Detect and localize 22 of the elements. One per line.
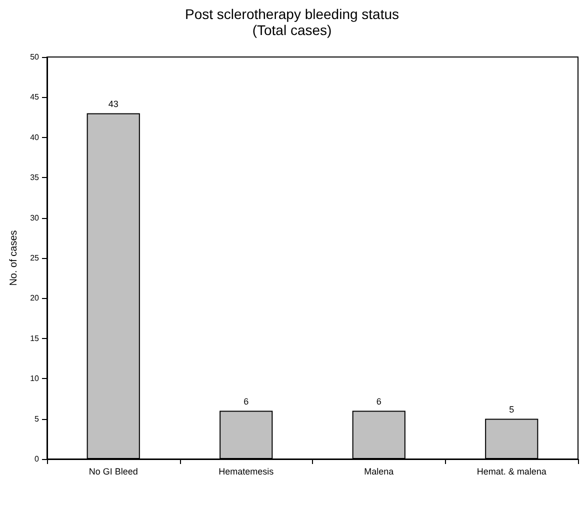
data-label: 6 [244,396,249,406]
y-tick-label: 0 [34,454,40,464]
y-tick-label: 45 [30,92,40,102]
data-label: 43 [108,98,118,109]
y-tick-label: 15 [30,334,40,343]
y-tick-label: 35 [30,173,40,182]
data-label: 5 [509,404,514,414]
y-tick-label: 50 [30,52,40,62]
y-tick-label: 40 [30,132,40,142]
y-axis-title: No. of cases [8,230,20,286]
y-tick-label: 20 [30,294,40,303]
x-tick-label: Hematemesis [218,466,274,476]
x-tick-label: Malena [364,466,394,476]
y-tick-label: 25 [30,254,40,262]
y-tick-label: 5 [34,414,40,424]
x-tick-label: No GI Bleed [88,466,138,476]
y-tick-label: 30 [30,213,40,222]
x-tick-label: Hemat. & malena [476,466,546,476]
data-label: 6 [376,396,382,406]
chart-title: Post sclerotherapy bleeding status [184,6,400,22]
chart-subtitle: (Total cases) [252,22,332,38]
y-tick-label: 10 [30,374,40,384]
